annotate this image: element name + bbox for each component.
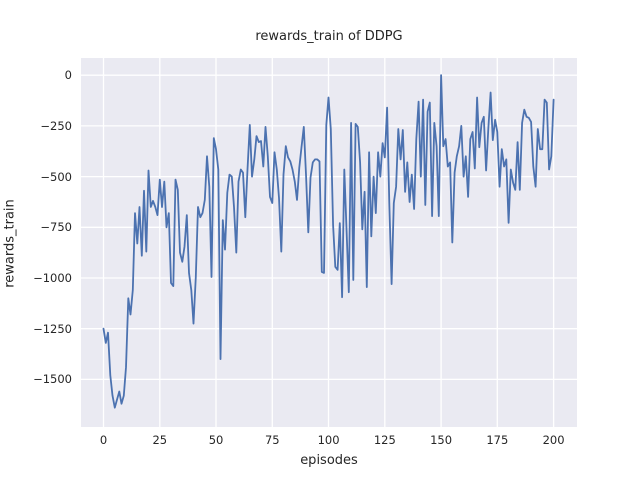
x-tick-label: 200 bbox=[542, 433, 565, 447]
x-axis-label: episodes bbox=[300, 453, 358, 468]
plot-area bbox=[81, 58, 577, 427]
y-axis-label: rewards_train bbox=[2, 199, 18, 288]
page-title: rewards_train of DDPG bbox=[255, 29, 403, 44]
data-line-rewards-train bbox=[102, 74, 555, 409]
x-tick-label: 75 bbox=[264, 433, 280, 447]
x-tick-label: 50 bbox=[208, 433, 224, 447]
y-tick-label: −1000 bbox=[33, 270, 72, 285]
x-tick-label: 125 bbox=[373, 433, 396, 447]
y-tick-label: −1500 bbox=[33, 372, 72, 387]
line-chart bbox=[81, 58, 577, 427]
y-tick-label: −1250 bbox=[33, 321, 72, 336]
x-tick-label: 150 bbox=[430, 433, 453, 447]
x-tick-label: 100 bbox=[317, 433, 340, 447]
y-tick-label: −500 bbox=[40, 169, 72, 184]
y-tick-label: −250 bbox=[40, 118, 72, 133]
y-tick-label: −750 bbox=[40, 220, 72, 235]
x-tick-label: 175 bbox=[486, 433, 509, 447]
y-tick-label: 0 bbox=[64, 68, 72, 83]
x-tick-label: 0 bbox=[99, 433, 108, 447]
x-tick-label: 25 bbox=[152, 433, 168, 447]
